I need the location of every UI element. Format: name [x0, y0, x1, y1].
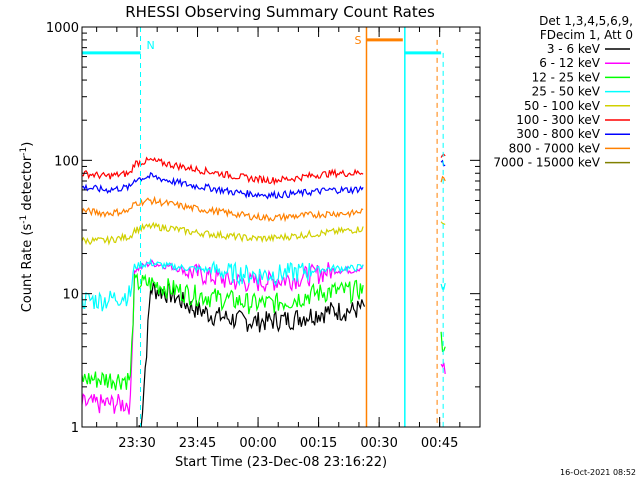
y-axis-label-sup2: -1	[19, 147, 29, 156]
y-axis-label-mid: detector	[20, 155, 35, 215]
legend-entry-label: 12 - 25 keV	[532, 70, 601, 84]
y-tick-label: 1000	[46, 21, 79, 36]
x-tick-label: 23:45	[179, 436, 216, 451]
marker-n-label: N	[147, 39, 155, 52]
x-tick-label: 23:30	[118, 436, 155, 451]
x-tick-label: 00:45	[421, 436, 458, 451]
y-tick-label: 100	[54, 154, 79, 169]
legend-entry-label: 100 - 300 keV	[516, 113, 600, 127]
y-axis-label-suffix: )	[20, 142, 35, 147]
gap-label-0: S	[354, 34, 361, 47]
x-tick-label: 00:15	[300, 436, 337, 451]
legend-header-2: FDecim 1, Att 0	[540, 28, 633, 42]
legend-header-1: Det 1,3,4,5,6,9,	[539, 14, 633, 28]
legend-entry-label: 3 - 6 keV	[547, 42, 601, 56]
series-line-0	[138, 281, 366, 427]
plot-frame	[81, 26, 481, 428]
series-line-2	[81, 272, 446, 391]
chart-title: RHESSI Observing Summary Count Rates	[125, 3, 435, 21]
series-line-4	[81, 221, 446, 246]
y-axis-label: Count Rate (s-1 detector-1)	[19, 142, 35, 313]
legend-entry-label: 50 - 100 keV	[524, 99, 601, 113]
y-axis: 1 10 100 1000	[46, 21, 480, 436]
series-line-7	[81, 175, 446, 223]
y-tick-label: 1	[71, 421, 79, 436]
x-axis: 23:30 23:45 00:00 00:15 00:30 00:45	[96, 27, 481, 451]
legend: Det 1,3,4,5,6,9, FDecim 1, Att 0 3 - 6 k…	[493, 14, 633, 170]
x-tick-label: 00:30	[360, 436, 397, 451]
y-tick-label: 10	[62, 288, 79, 303]
series-line-1	[81, 259, 446, 415]
legend-entry-label: 300 - 800 keV	[516, 127, 600, 141]
series-line-5	[81, 153, 446, 186]
x-tick-label: 00:00	[239, 436, 276, 451]
x-axis-label: Start Time (23-Dec-08 23:16:22)	[175, 455, 387, 470]
legend-entry-label: 6 - 12 keV	[539, 56, 601, 70]
legend-entry-label: 25 - 50 keV	[532, 85, 601, 99]
y-axis-label-prefix: Count Rate (s	[20, 224, 35, 313]
legend-entry-label: 800 - 7000 keV	[509, 141, 601, 155]
timestamp: 16-Oct-2021 08:52	[560, 468, 636, 477]
legend-entry-label: 7000 - 15000 keV	[493, 156, 600, 170]
y-axis-label-sup1: -1	[19, 215, 29, 224]
